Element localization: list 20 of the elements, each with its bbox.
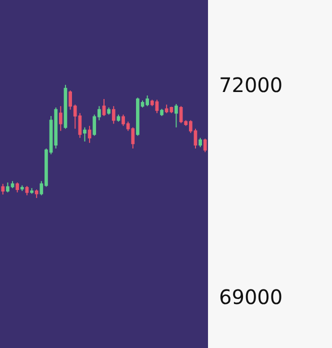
candlestick <box>25 186 29 196</box>
candlestick <box>88 125 92 144</box>
candlestick <box>30 188 34 194</box>
candlestick <box>20 184 24 192</box>
candlestick <box>102 98 106 116</box>
candlestick <box>107 107 110 116</box>
candlestick <box>1 183 5 196</box>
candlestick <box>160 108 164 116</box>
candlestick <box>174 103 178 128</box>
candlestick <box>198 137 202 148</box>
candlestick <box>34 189 38 199</box>
candlestick <box>16 182 20 193</box>
candlestick <box>64 84 68 130</box>
y-tick-label: 69000 <box>219 285 283 310</box>
candlestick <box>58 106 62 132</box>
candlestick <box>203 138 207 153</box>
y-tick-label: 72000 <box>219 72 283 97</box>
candlestick <box>83 126 86 142</box>
candlestick <box>116 114 120 122</box>
candlestick <box>112 106 116 124</box>
